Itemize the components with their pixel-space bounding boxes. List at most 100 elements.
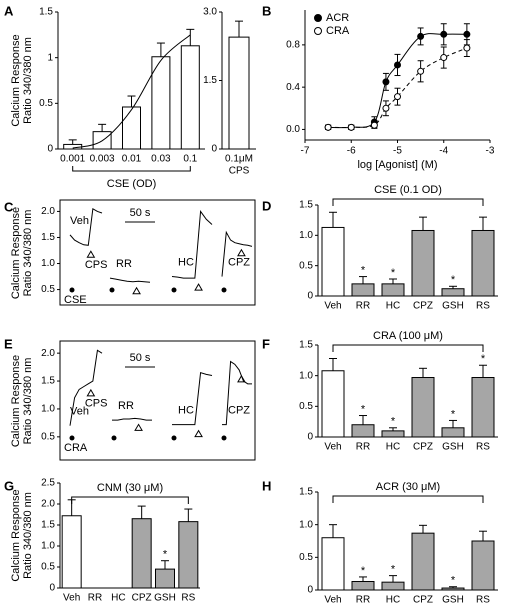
agonist-marker xyxy=(194,429,203,438)
bar xyxy=(381,430,405,438)
panel-title: ACR (30 μM) xyxy=(376,481,440,493)
panel-letter: A xyxy=(4,3,14,18)
stimulus-marker xyxy=(69,287,75,293)
legend-marker xyxy=(314,27,322,35)
agonist-marker xyxy=(237,374,246,383)
significance: * xyxy=(451,274,456,286)
bar xyxy=(155,568,175,589)
significance: * xyxy=(391,416,396,428)
y-tick-label: 1.0 xyxy=(299,370,313,381)
bar xyxy=(180,45,200,150)
data-point xyxy=(463,44,471,52)
y-tick-label: 0.5 xyxy=(299,401,313,412)
y-axis-label: Calcium Response xyxy=(10,207,22,299)
trace-label: CPZ xyxy=(228,404,250,416)
x-tick-label: GSH xyxy=(442,595,464,606)
x-tick-label: -6 xyxy=(347,146,356,157)
significance: * xyxy=(361,264,366,276)
data-point xyxy=(382,78,390,86)
bar xyxy=(441,427,465,438)
y-tick-label: 0 xyxy=(307,432,313,443)
bar xyxy=(411,229,435,297)
y-tick-label: 0.4 xyxy=(286,82,300,93)
data-point xyxy=(382,104,390,112)
x-tick-label: RR xyxy=(356,442,370,453)
x-tick-label: 0.01 xyxy=(122,154,142,165)
y-tick-label: 1.5 xyxy=(41,520,55,531)
bracket xyxy=(71,496,189,504)
panel-letter: E xyxy=(4,336,13,351)
panel-title: CSE (0.1 OD) xyxy=(374,184,442,196)
y-tick-label: 1.0 xyxy=(41,541,55,552)
stimulus-label: CSE xyxy=(64,294,87,306)
bar xyxy=(441,288,465,297)
y-tick-label: 1 xyxy=(47,52,53,63)
x-tick-label: CPZ xyxy=(413,595,433,606)
bar xyxy=(471,377,495,438)
agonist-marker xyxy=(194,283,203,291)
y-tick-label: 1.5 xyxy=(41,232,55,243)
significance: * xyxy=(361,565,366,577)
x-axis-label: CSE (OD) xyxy=(107,178,157,190)
y-axis-label: Ratio 340/380 nm xyxy=(22,210,34,297)
y-tick-label: 0.5 xyxy=(299,552,313,563)
significance: * xyxy=(361,403,366,415)
x-tick-label: Veh xyxy=(324,595,341,606)
data-point xyxy=(394,61,401,69)
x-tick-label: GSH xyxy=(154,593,176,604)
y-axis-label: Ratio 340/380 nm xyxy=(22,37,34,124)
panel-letter: H xyxy=(262,478,271,493)
bar xyxy=(178,521,199,589)
x-tick-label: RR xyxy=(88,593,102,604)
trace xyxy=(69,349,103,426)
agonist-marker xyxy=(134,423,143,431)
x-tick-label: Veh xyxy=(324,301,341,312)
x-axis-label: log [Agonist] (M) xyxy=(357,159,437,171)
bar xyxy=(122,106,141,150)
x-tick-label: GSH xyxy=(442,301,464,312)
bar xyxy=(351,424,375,438)
y-tick-label: 1.0 xyxy=(41,404,55,415)
bar xyxy=(321,537,345,591)
trace-label: Veh xyxy=(70,406,89,418)
stimulus-marker xyxy=(171,435,177,441)
stimulus-marker xyxy=(221,287,227,293)
stimulus-marker xyxy=(109,287,115,293)
bar xyxy=(471,540,495,591)
stimulus-marker xyxy=(221,435,227,441)
data-point xyxy=(417,32,425,40)
data-point xyxy=(417,67,425,75)
bar xyxy=(411,532,435,591)
significance: * xyxy=(391,564,396,576)
x-tick-label: HC xyxy=(386,442,400,453)
y-tick-label: 0.5 xyxy=(41,284,55,295)
stimulus-marker xyxy=(69,435,75,441)
y-tick-label: 2.0 xyxy=(41,499,55,510)
legend-marker xyxy=(314,14,322,22)
y-axis-label: Calcium Response xyxy=(10,34,22,126)
panel-letter: D xyxy=(262,198,271,213)
y-tick-label: 1.5 xyxy=(299,487,313,498)
y-tick-label: 1.5 xyxy=(299,200,313,211)
trace xyxy=(221,230,253,277)
bar xyxy=(441,587,465,591)
panel-title: CRA (100 μM) xyxy=(373,330,443,342)
trace-label: RR xyxy=(118,400,134,412)
data-point xyxy=(324,123,332,131)
data-point xyxy=(463,30,471,38)
y-tick-label: 0.0 xyxy=(286,124,300,135)
stimulus-marker xyxy=(111,435,117,441)
trace-label: HC xyxy=(178,256,194,268)
trace xyxy=(109,277,151,283)
x-tick-label: RR xyxy=(356,301,370,312)
bar xyxy=(351,581,375,591)
bar xyxy=(228,36,250,150)
x-tick-label: CPZ xyxy=(413,442,433,453)
x-tick-label: -4 xyxy=(439,146,448,157)
y-tick-label: 0.5 xyxy=(41,562,55,573)
data-point xyxy=(394,93,401,101)
y-tick-label: 2.0 xyxy=(41,348,55,359)
x-tick-label: GSH xyxy=(442,442,464,453)
y-axis-label: Calcium Response xyxy=(10,355,22,447)
